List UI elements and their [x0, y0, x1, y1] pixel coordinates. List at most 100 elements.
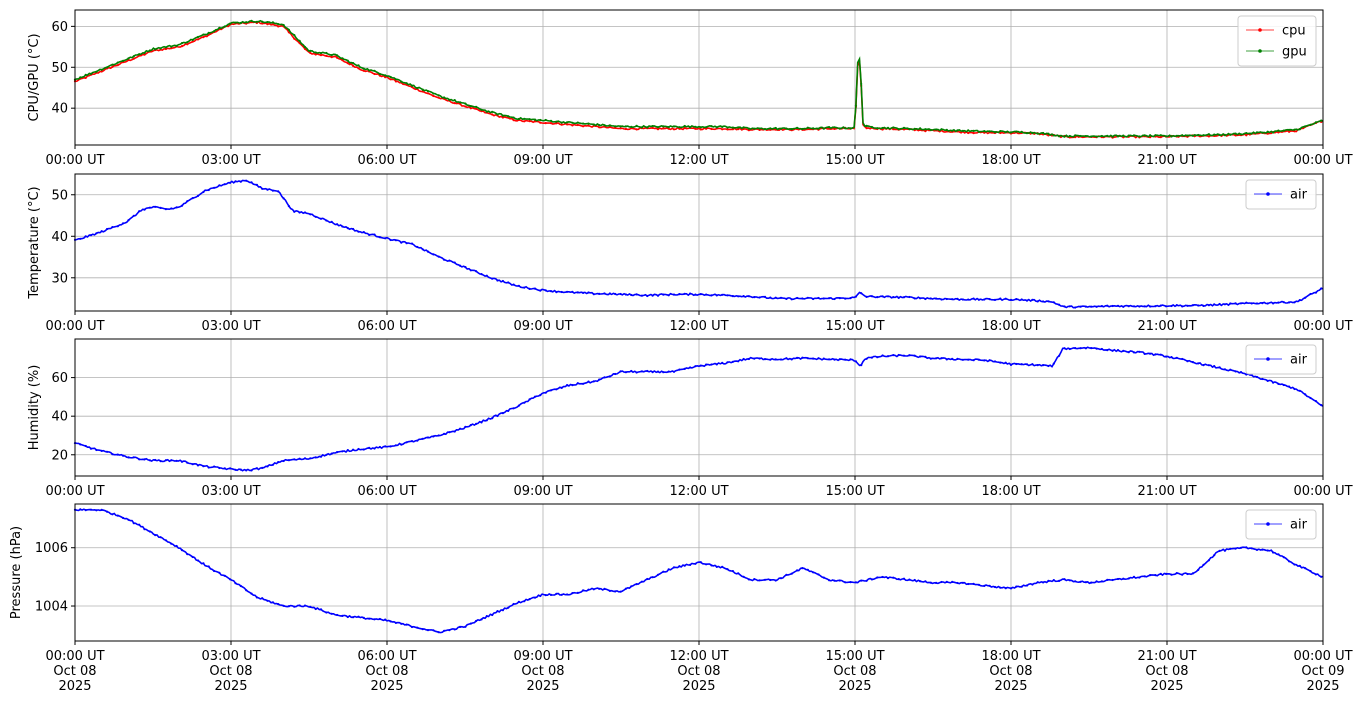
- data-point: [1015, 298, 1018, 301]
- data-point: [715, 363, 718, 366]
- data-point: [951, 129, 954, 132]
- data-point: [1009, 131, 1013, 134]
- data-point: [587, 588, 590, 591]
- data-point: [336, 54, 339, 57]
- data-point: [710, 564, 713, 567]
- data-point: [672, 125, 676, 128]
- data-point: [1132, 575, 1136, 579]
- data-point: [485, 274, 488, 277]
- data-point: [844, 127, 847, 130]
- x-tick-label: 15:00 UT: [825, 319, 884, 334]
- data-point: [1255, 548, 1259, 552]
- data-point: [672, 370, 676, 373]
- data-point: [614, 292, 617, 296]
- data-point: [983, 584, 986, 588]
- data-point: [1009, 587, 1013, 590]
- data-point: [1223, 549, 1226, 552]
- data-point: [1314, 121, 1317, 124]
- data-point: [89, 508, 93, 511]
- legend-marker: [1266, 522, 1270, 526]
- data-point: [1095, 135, 1098, 138]
- data-point: [983, 131, 986, 134]
- data-point: [742, 357, 745, 361]
- data-point: [421, 248, 424, 251]
- data-point: [576, 121, 579, 124]
- data-point: [919, 297, 922, 300]
- data-point: [1207, 135, 1210, 138]
- data-point: [378, 72, 381, 76]
- data-point: [769, 127, 772, 130]
- data-point: [1052, 301, 1055, 304]
- data-point: [245, 21, 248, 24]
- data-point: [459, 264, 462, 267]
- data-point: [416, 245, 419, 249]
- data-point: [1245, 134, 1248, 137]
- data-point: [828, 579, 831, 582]
- data-point: [116, 64, 119, 67]
- data-point: [1223, 368, 1226, 371]
- data-point: [1277, 129, 1280, 132]
- data-point: [277, 603, 280, 606]
- data-point: [1277, 131, 1280, 134]
- data-point: [1068, 134, 1071, 138]
- data-point: [1202, 563, 1205, 567]
- data-point: [678, 565, 681, 568]
- data-point: [282, 459, 285, 463]
- data-point: [977, 298, 981, 301]
- data-point: [838, 297, 841, 300]
- data-point: [485, 419, 488, 422]
- data-point: [1063, 135, 1066, 138]
- data-point: [432, 94, 435, 98]
- data-point: [100, 70, 103, 73]
- data-point: [988, 298, 991, 301]
- data-point: [587, 380, 590, 383]
- data-point: [229, 578, 232, 581]
- data-point: [475, 270, 478, 273]
- data-point: [549, 593, 553, 597]
- data-point: [940, 357, 943, 360]
- data-point: [1149, 134, 1152, 137]
- data-point: [255, 20, 258, 23]
- data-point: [459, 625, 462, 629]
- data-point: [122, 222, 125, 225]
- data-point: [1106, 578, 1109, 582]
- data-point: [298, 211, 301, 214]
- data-point: [731, 570, 735, 573]
- data-point: [1074, 306, 1077, 309]
- data-point: [1223, 134, 1226, 137]
- data-point: [496, 113, 499, 116]
- x-tick-label: 12:00 UT: [669, 319, 728, 334]
- data-point: [1239, 302, 1243, 305]
- data-point: [881, 126, 884, 130]
- data-point: [737, 126, 740, 129]
- data-point: [89, 447, 93, 450]
- data-point: [84, 76, 87, 79]
- data-point: [196, 464, 200, 467]
- data-point: [876, 356, 879, 359]
- data-point: [1063, 578, 1066, 581]
- data-point: [1197, 133, 1200, 137]
- data-point: [758, 357, 761, 360]
- data-point: [1111, 135, 1114, 138]
- data-point: [293, 210, 296, 213]
- data-point: [271, 23, 274, 26]
- data-point: [533, 395, 537, 398]
- x-tick-label: 21:00 UT: [1137, 153, 1196, 168]
- data-point: [699, 126, 702, 129]
- data-point: [255, 183, 258, 186]
- data-point: [951, 580, 954, 584]
- data-point: [731, 126, 735, 129]
- data-point: [485, 615, 488, 618]
- data-point: [523, 600, 526, 603]
- data-point: [95, 70, 98, 73]
- data-point: [336, 451, 339, 454]
- data-point: [207, 188, 210, 192]
- data-point: [999, 361, 1002, 364]
- data-point: [967, 129, 970, 132]
- data-point: [646, 294, 649, 298]
- data-point: [726, 361, 729, 364]
- data-point: [127, 219, 130, 222]
- data-point: [646, 126, 649, 129]
- data-point: [261, 466, 264, 469]
- data-point: [1282, 301, 1285, 304]
